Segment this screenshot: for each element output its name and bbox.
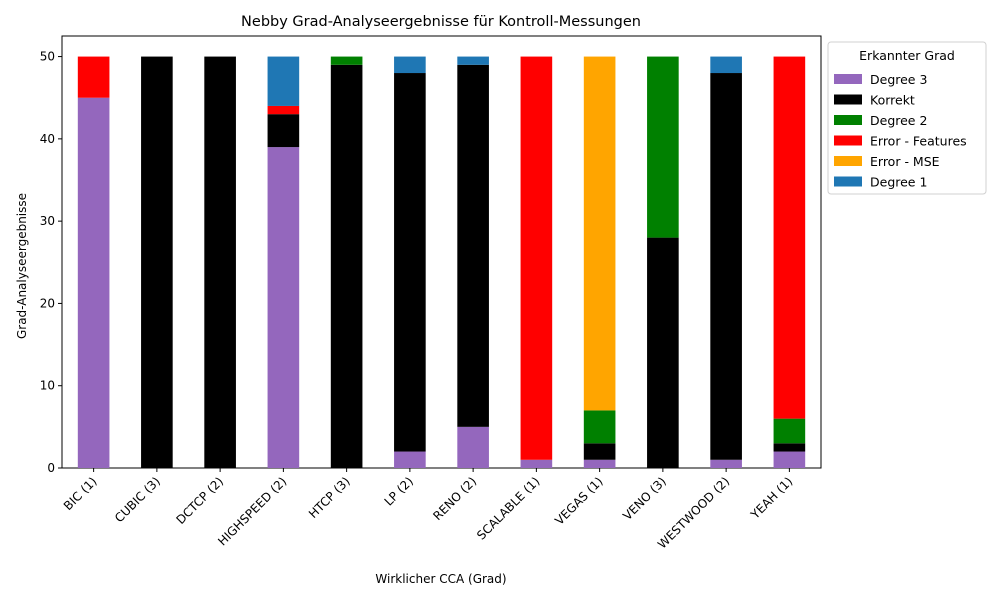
x-axis: BIC (1) CUBIC (3) DCTCP (2)HIGHSPEED (2) HT… <box>61 468 795 551</box>
bar-segment-korrekt-1 <box>141 56 173 468</box>
bar-segment-degree-3-10 <box>710 459 742 468</box>
plot-frame <box>61 35 822 469</box>
bar-segment-degree-1-5 <box>394 56 426 74</box>
legend-label: Korrekt <box>870 93 915 108</box>
bar-segment-degree-3-3 <box>267 147 300 469</box>
x-tick-label: YEAH (1) <box>747 474 795 522</box>
y-tick-label: 30 <box>40 214 55 228</box>
bar-segment-korrekt-5 <box>394 73 426 452</box>
y-axis: 0 10 20 30 40 50 <box>40 50 62 475</box>
legend-frame <box>827 41 987 195</box>
legend-title: Erkannter Grad <box>859 48 955 63</box>
legend-swatch <box>834 94 862 105</box>
legend-label: Degree 1 <box>870 175 927 190</box>
bar-segment-korrekt-2 <box>204 56 236 468</box>
bar-segment-degree-2-9 <box>647 56 679 238</box>
bar-segment-korrekt-10 <box>710 73 742 460</box>
y-tick-label: 50 <box>40 50 55 64</box>
x-tick-label: HTCP (3) <box>306 474 353 521</box>
legend-swatch <box>834 176 862 187</box>
bar-segment-korrekt-4 <box>330 64 363 469</box>
x-tick-label: CUBIC (3) <box>112 474 163 525</box>
bar-segment-degree-1-10 <box>710 56 742 74</box>
plot-area <box>61 35 822 469</box>
legend-swatch <box>834 135 862 146</box>
y-tick-label: 0 <box>47 461 55 475</box>
bar-segment-degree-2-8 <box>583 410 616 444</box>
x-tick-label: SCALABLE (1) <box>474 474 542 542</box>
x-axis-label: Wirklicher CCA (Grad) <box>375 572 506 586</box>
legend-swatch <box>834 115 862 125</box>
bar-segment-degree-3-0 <box>77 97 110 468</box>
bar-segment-error-features-3 <box>267 105 300 115</box>
legend-label: Degree 3 <box>870 72 927 87</box>
bar-segment-degree-2-4 <box>330 56 363 65</box>
legend-swatch <box>834 156 862 166</box>
bar-segment-korrekt-3 <box>267 114 300 148</box>
bar-segment-degree-3-7 <box>520 459 553 468</box>
chart-title: Nebby Grad-Analyseergebnisse für Kontrol… <box>241 14 641 30</box>
legend: Erkannter Grad Degree 3 Korrekt Degree 2 Err… <box>827 41 987 195</box>
x-tick-label: HIGHSPEED (2) <box>215 474 289 548</box>
x-tick-label: VEGAS (1) <box>552 474 606 528</box>
bar-segment-error-features-7 <box>520 56 553 460</box>
bar-segment-degree-3-5 <box>394 451 426 468</box>
bar-segment-korrekt-9 <box>647 237 679 468</box>
legend-swatch <box>834 74 862 84</box>
x-tick-label: LP (2) <box>382 474 416 508</box>
y-tick-label: 10 <box>40 379 55 393</box>
bar-segment-error-features-11 <box>773 56 806 419</box>
bar-segment-korrekt-11 <box>773 443 806 452</box>
legend-label: Degree 2 <box>870 113 927 128</box>
bar-segment-degree-3-11 <box>773 451 806 468</box>
bar-segment-degree-3-8 <box>583 459 616 468</box>
x-tick-label: DCTCP (2) <box>173 474 226 527</box>
bar-segment-error-mse-8 <box>583 56 616 411</box>
y-tick-label: 40 <box>40 132 55 146</box>
bar-segment-degree-1-6 <box>457 56 489 65</box>
bars-group <box>77 56 806 469</box>
x-tick-label: RENO (2) <box>430 474 479 523</box>
bar-segment-degree-1-3 <box>267 56 300 106</box>
x-tick-label: BIC (1) <box>61 474 100 513</box>
bar-segment-korrekt-6 <box>457 64 489 427</box>
bar-segment-degree-3-6 <box>457 426 489 468</box>
legend-label: Error - Features <box>870 134 967 149</box>
y-tick-label: 20 <box>40 296 55 310</box>
bar-segment-degree-2-11 <box>773 418 806 444</box>
y-axis-label: Grad-Analyseergebnisse <box>15 193 29 339</box>
legend-label: Error - MSE <box>870 154 940 169</box>
x-tick-label: VENO (3) <box>620 474 669 523</box>
bar-segment-korrekt-8 <box>583 443 616 460</box>
bar-segment-error-features-0 <box>77 56 110 98</box>
